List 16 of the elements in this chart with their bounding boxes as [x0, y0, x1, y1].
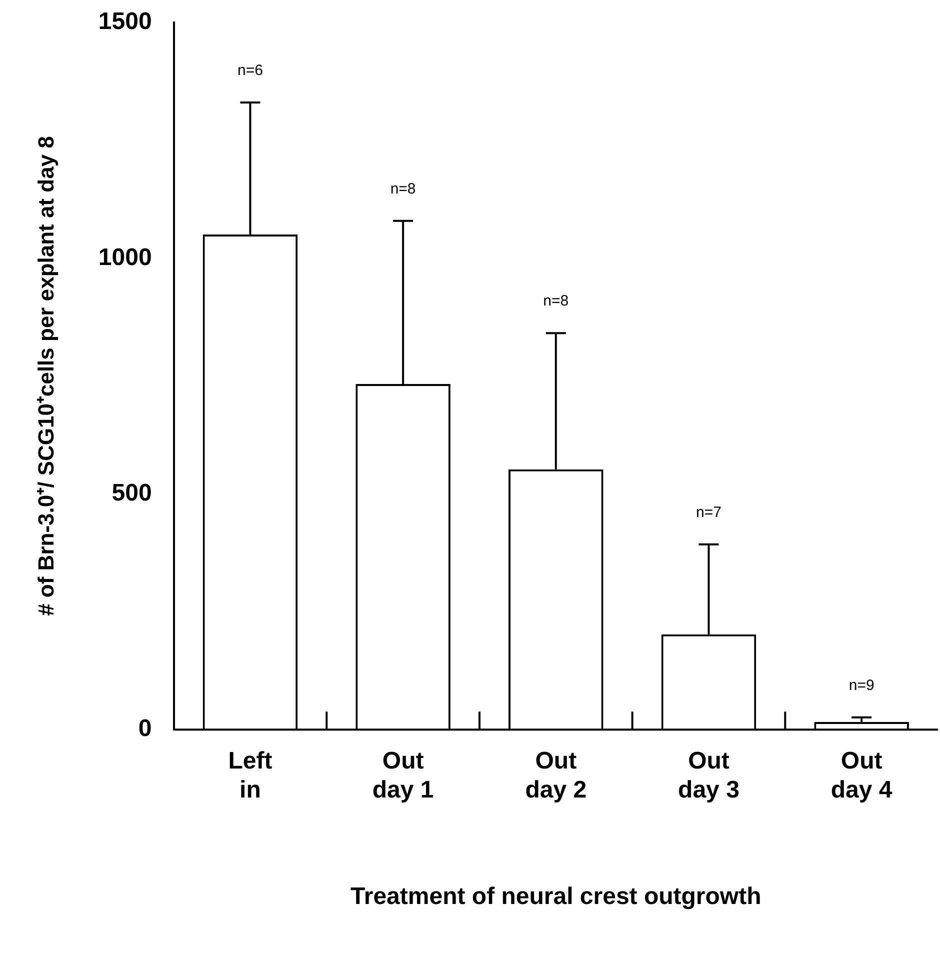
x-tick-label: Out day 1	[372, 748, 434, 804]
y-tick-label: 0	[138, 715, 152, 742]
x-tick-label: Out day 3	[678, 748, 740, 804]
y-axis-title: # of Brn-3.0⁺/ SCG10⁺cells per explant at day 8	[33, 136, 58, 616]
x-tick-label: Out day 2	[525, 748, 587, 804]
annotation: n=8	[390, 180, 416, 198]
annotation: n=6	[237, 62, 263, 80]
x-axis-title: Treatment of neural crest outgrowth	[350, 883, 762, 910]
y-tick-label: 1500	[98, 8, 152, 36]
x-tick-label: Out day 4	[830, 748, 893, 804]
annotation: n=9	[848, 676, 874, 694]
y-tick-label: 1000	[98, 244, 152, 271]
annotation: n=8	[543, 292, 569, 310]
y-tick-label: 500	[112, 479, 152, 506]
x-tick-label: Left in	[228, 748, 272, 804]
annotation: n=7	[696, 504, 722, 521]
